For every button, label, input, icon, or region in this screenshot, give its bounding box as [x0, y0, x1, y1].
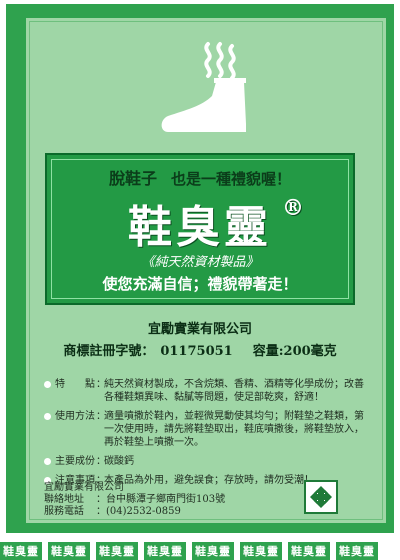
strip-brand: 鞋臭靈 — [240, 542, 282, 560]
strip-brand: 鞋臭靈 — [48, 542, 90, 560]
contact-address: 聯絡地址 ：台中縣潭子鄉南門街103號 — [44, 494, 225, 506]
registration-line: 商標註冊字號： 01175051 容量:200毫克 — [6, 340, 394, 359]
brand-title: 鞋臭靈 — [128, 202, 272, 253]
registration-label: 商標註冊字號： — [63, 344, 155, 359]
registered-mark: ® — [282, 195, 304, 221]
detail-label: 注意事項 — [55, 475, 95, 486]
brand-box-inner-border — [51, 159, 349, 299]
shoe-icon — [161, 42, 246, 132]
detail-text: 純天然資材製成，不含烷類、香精、酒精等化學成份；改善各種鞋類異味、黏膩等問題，使… — [104, 379, 364, 403]
detail-label: 主要成份 — [55, 456, 95, 467]
strip-brand: 鞋臭靈 — [96, 542, 138, 560]
detail-colon: ： — [96, 411, 106, 422]
brand-box: 脫鞋子 也是一種禮貌喔！ 鞋臭靈 ® 《純天然資材製品》 使您充滿自信；禮貌帶著走… — [45, 153, 355, 305]
capacity: 容量:200毫克 — [252, 344, 337, 359]
phone-value: ：(04)2532-0859 — [96, 506, 181, 517]
strip-brand: 鞋臭靈 — [288, 542, 330, 560]
company-name: 宜勵實業有限公司 — [147, 322, 252, 337]
bullet-icon — [44, 381, 51, 388]
detail-row: 注意事項 ： 本產品為外用，避免誤食；存放時，請勿受潮！ — [44, 474, 372, 487]
phone-label: 服務電話 — [44, 506, 84, 517]
tagline: 脫鞋子 也是一種禮貌喔！ — [47, 165, 353, 189]
tagline-rest: 也是一種禮貌喔！ — [171, 170, 292, 188]
strip-brand: 鞋臭靈 — [0, 542, 42, 560]
brand-subtitle: 《純天然資材製品》 — [141, 255, 259, 270]
strip-brand: 鞋臭靈 — [144, 542, 186, 560]
detail-colon: ： — [96, 475, 106, 486]
contact-phone: 服務電話 ：(04)2532-0859 — [44, 506, 225, 518]
contact-block: 宜勵實業有限公司 聯絡地址 ：台中縣潭子鄉南門街103號 服務電話 ：(04)253… — [44, 482, 225, 518]
brand-name: 鞋臭靈 ® — [47, 191, 353, 255]
strip-brand: 鞋臭靈 — [192, 542, 234, 560]
strip-brand: 鞋臭靈 — [336, 542, 378, 560]
detail-row: 特 點 ： 純天然資材製成，不含烷類、香精、酒精等化學成份；改善各種鞋類異味、黏… — [44, 378, 372, 404]
detail-colon: ： — [96, 379, 106, 390]
detail-text: 本產品為外用，避免誤食；存放時，請勿受潮！ — [104, 475, 314, 486]
details-section: 特 點 ： 純天然資材製成，不含烷類、香精、酒精等化學成份；改善各種鞋類異味、黏… — [44, 378, 372, 493]
address-label: 聯絡地址 — [44, 494, 84, 505]
address-value: ：台中縣潭子鄉南門街103號 — [96, 494, 226, 505]
detail-text: 適量噴撒於鞋內，並輕微晃動使其均勻；附鞋墊之鞋類，第一次使用時，請先將鞋墊取出，… — [104, 411, 364, 448]
detail-colon: ： — [96, 456, 106, 467]
footer-brand-strip: 鞋臭靈 鞋臭靈 鞋臭靈 鞋臭靈 鞋臭靈 鞋臭靈 鞋臭靈 鞋臭靈 — [0, 540, 400, 560]
contact-company: 宜勵實業有限公司 — [44, 482, 124, 493]
tagline-main: 脫鞋子 — [108, 169, 157, 188]
detail-text: 碳酸鈣 — [104, 456, 134, 467]
bullet-icon — [44, 413, 51, 420]
bullet-icon — [44, 458, 51, 465]
detail-row: 使用方法 ： 適量噴撒於鞋內，並輕微晃動使其均勻；附鞋墊之鞋類，第一次使用時，請… — [44, 410, 372, 449]
detail-label: 特 點 — [55, 379, 95, 390]
bullet-icon — [44, 477, 51, 484]
registration-number: 01175051 — [160, 344, 233, 359]
detail-row: 主要成份 ： 碳酸鈣 — [44, 455, 372, 468]
brand-slogan: 使您充滿自信；禮貌帶著走！ — [102, 275, 298, 293]
outer-frame: 脫鞋子 也是一種禮貌喔！ 鞋臭靈 ® 《純天然資材製品》 使您充滿自信；禮貌帶著走… — [6, 4, 394, 533]
detail-label: 使用方法 — [55, 411, 95, 422]
recycle-icon — [304, 480, 338, 514]
